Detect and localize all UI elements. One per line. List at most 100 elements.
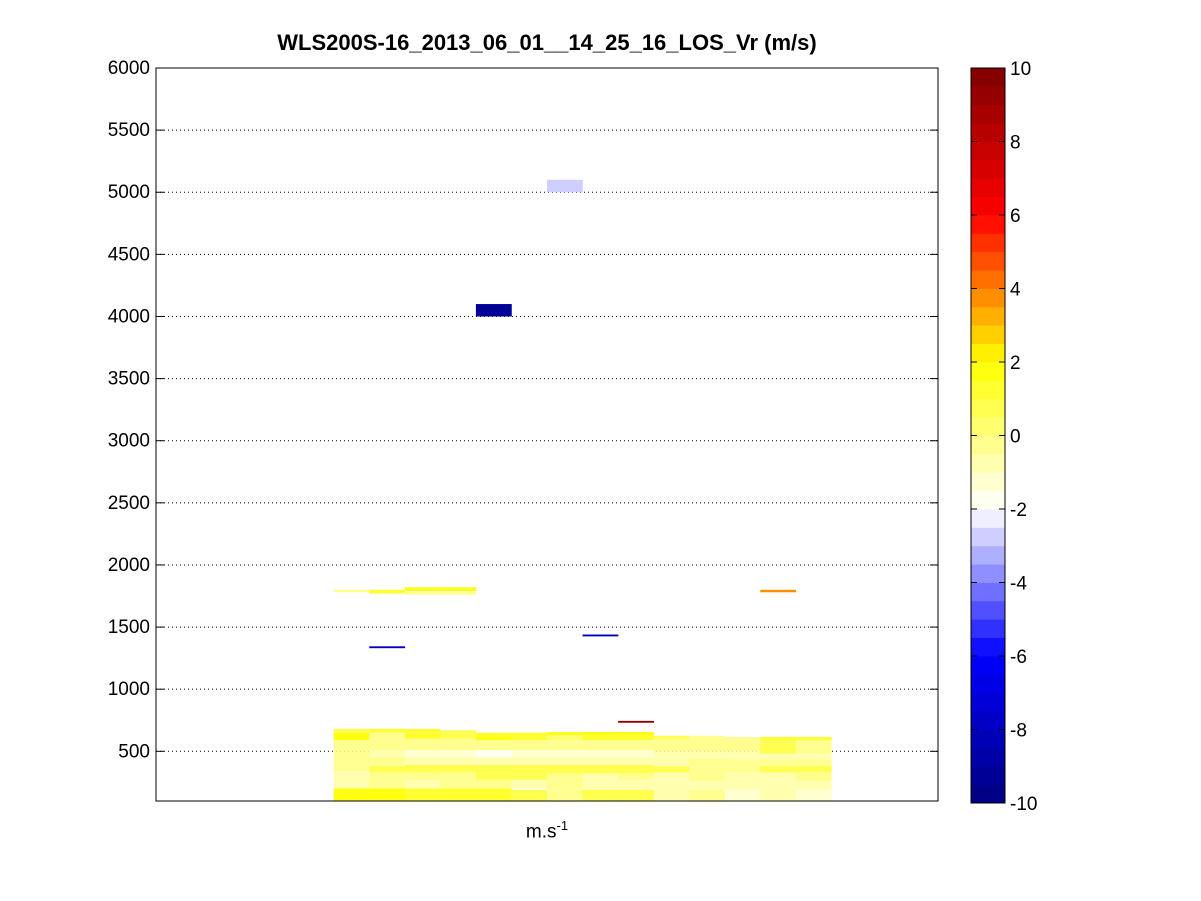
colorbar-segment — [971, 637, 1005, 657]
colorbar-tick-label: 4 — [1010, 280, 1021, 301]
heatmap-cell — [475, 732, 512, 737]
colorbar-tick-label: -10 — [1010, 794, 1037, 815]
heatmap-cell — [724, 766, 761, 773]
colorbar-tick-label: 2 — [1010, 353, 1021, 374]
heatmap-cell — [440, 738, 477, 751]
heatmap-cell — [582, 732, 619, 736]
colorbar-tick-label: -8 — [1010, 721, 1027, 742]
colorbar-tick-label: -4 — [1010, 574, 1027, 595]
heatmap-cell — [582, 750, 619, 758]
colorbar-segment — [971, 784, 1005, 804]
heatmap-cell — [511, 732, 548, 737]
y-tick-label: 5000 — [108, 182, 150, 203]
heatmap-cell — [511, 789, 548, 801]
heatmap-cell — [795, 760, 832, 767]
heatmap-cell — [333, 781, 370, 789]
heatmap-cell — [333, 788, 370, 801]
heatmap-cell — [547, 779, 583, 790]
heatmap-cell — [795, 781, 832, 790]
heatmap-cell — [440, 779, 477, 789]
heatmap-cell — [475, 750, 512, 758]
heatmap-cell — [440, 764, 477, 773]
heatmap-cell — [653, 758, 690, 767]
heatmap-cell — [653, 735, 690, 739]
heatmap-cell — [795, 743, 832, 754]
heatmap-cell — [618, 740, 654, 751]
x-axis-label: m.s-1 — [156, 818, 938, 843]
heatmap-cell — [760, 737, 797, 741]
heatmap-cell — [618, 732, 654, 736]
heatmap-cell — [404, 587, 441, 592]
heatmap-cell — [724, 781, 761, 790]
colorbar-segment — [971, 233, 1005, 253]
heatmap-cell — [404, 738, 441, 751]
heatmap-cell — [689, 738, 726, 752]
colorbar-segment — [971, 692, 1005, 712]
y-tick-label: 4000 — [108, 306, 150, 327]
heatmap-cell — [369, 750, 406, 758]
heatmap-cell — [511, 764, 548, 774]
heatmap-cell — [440, 730, 477, 734]
colorbar-segment — [971, 582, 1005, 602]
heatmap-cell — [404, 779, 441, 789]
colorbar-tick-label: 0 — [1010, 427, 1021, 448]
heatmap-cell — [618, 779, 654, 790]
colorbar-segment — [971, 288, 1005, 308]
colorbar-segment — [971, 564, 1005, 583]
heatmap-cell — [404, 764, 441, 773]
heatmap-cell — [440, 750, 477, 758]
colorbar-segment — [971, 380, 1005, 400]
heatmap-cell — [618, 750, 654, 758]
colorbar-segment — [971, 159, 1005, 179]
x-axis-label-text: m.s — [525, 821, 557, 843]
heatmap-cell — [369, 646, 406, 649]
colorbar-segment — [971, 435, 1005, 455]
colorbar-tick-label: 8 — [1010, 133, 1021, 154]
heatmap-cell — [333, 766, 370, 772]
colorbar-segment — [971, 747, 1005, 767]
x-axis-label-exponent: -1 — [556, 818, 569, 833]
heatmap-cell — [618, 757, 654, 765]
plot-background — [156, 68, 938, 801]
heatmap-cell — [369, 772, 406, 780]
heatmap-cell — [547, 740, 583, 751]
heatmap-cell — [511, 779, 548, 789]
heatmap-cell — [475, 788, 512, 801]
colorbar-segment — [971, 766, 1005, 786]
colorbar-tick-label: -2 — [1010, 500, 1027, 521]
heatmap-cell — [333, 771, 370, 782]
colorbar-segment — [971, 306, 1005, 326]
heatmap-cell — [582, 764, 619, 774]
heatmap-cell — [760, 781, 797, 790]
colorbar-segment — [971, 656, 1005, 675]
colorbar-tick-label: -6 — [1010, 647, 1027, 668]
colorbar-segment — [971, 674, 1005, 694]
colorbar-segment — [971, 104, 1005, 124]
heatmap-cells — [333, 179, 832, 801]
heatmap-cell — [511, 750, 548, 758]
colorbar-segment — [971, 417, 1005, 436]
heatmap-cell — [795, 789, 832, 801]
plot-frame — [155, 67, 939, 802]
heatmap-cell — [760, 760, 797, 767]
heatmap-cell — [369, 732, 406, 739]
heatmap-cell — [653, 789, 690, 801]
colorbar-segment — [971, 711, 1005, 730]
heatmap-cell — [760, 743, 797, 754]
heatmap-cell — [511, 740, 548, 751]
heatmap-cell — [618, 764, 654, 774]
heatmap-cell — [760, 789, 797, 801]
heatmap-cell — [689, 758, 726, 767]
y-tick-label: 6000 — [108, 58, 150, 79]
heatmap-cell — [511, 736, 548, 741]
colorbar-segment — [971, 178, 1005, 198]
heatmap-cell — [795, 772, 832, 782]
colorbar-segment — [971, 545, 1005, 565]
heatmap-cell — [404, 757, 441, 765]
heatmap-cell — [369, 589, 406, 594]
colorbar-segment — [971, 453, 1005, 473]
heatmap-cell — [724, 751, 761, 761]
colorbar-segment — [971, 251, 1005, 271]
heatmap-cell — [582, 735, 619, 741]
